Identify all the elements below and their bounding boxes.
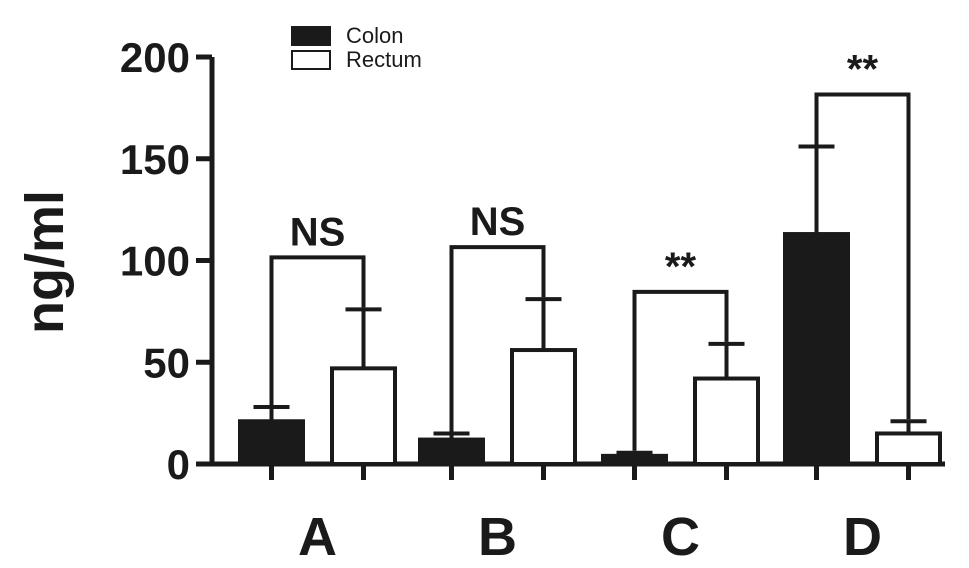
y-tick-label: 0 — [167, 441, 190, 488]
y-tick-label: 50 — [143, 339, 190, 386]
y-tick-label: 150 — [120, 136, 190, 183]
significance-brackets: NS NS ** ** — [269, 48, 911, 451]
y-tick-label: 100 — [120, 238, 190, 285]
bars — [238, 232, 942, 467]
y-axis-label: ng/ml — [15, 190, 75, 334]
significance-label: ** — [847, 48, 879, 92]
bar-colon — [418, 437, 485, 466]
x-category-label: C — [661, 507, 700, 567]
significance-label: NS — [290, 210, 346, 254]
bar-rectum — [693, 376, 760, 466]
legend-swatch-colon — [291, 26, 331, 46]
bar-rectum — [330, 366, 397, 467]
significance-bracket — [814, 92, 911, 420]
legend-swatch-rectum — [291, 50, 331, 70]
significance-bracket — [269, 255, 366, 406]
x-category-label: A — [298, 507, 337, 567]
significance-label: NS — [470, 200, 526, 244]
y-tick-label: 200 — [120, 34, 190, 81]
bar-colon — [783, 232, 850, 466]
legend-label-rectum: Rectum — [346, 47, 422, 72]
bar-rectum — [875, 431, 942, 467]
bar-colon — [601, 453, 668, 466]
significance-label: ** — [665, 245, 697, 289]
error-bars — [253, 144, 927, 456]
bar-rectum — [510, 348, 577, 467]
significance-bracket — [449, 245, 546, 432]
x-category-label: B — [478, 507, 517, 567]
legend-label-colon: Colon — [346, 23, 403, 48]
x-category-label: D — [843, 507, 882, 567]
axes: 0 50 100 150 200 A B C D — [120, 34, 945, 567]
bar-colon — [238, 419, 305, 467]
significance-bracket — [632, 289, 729, 451]
